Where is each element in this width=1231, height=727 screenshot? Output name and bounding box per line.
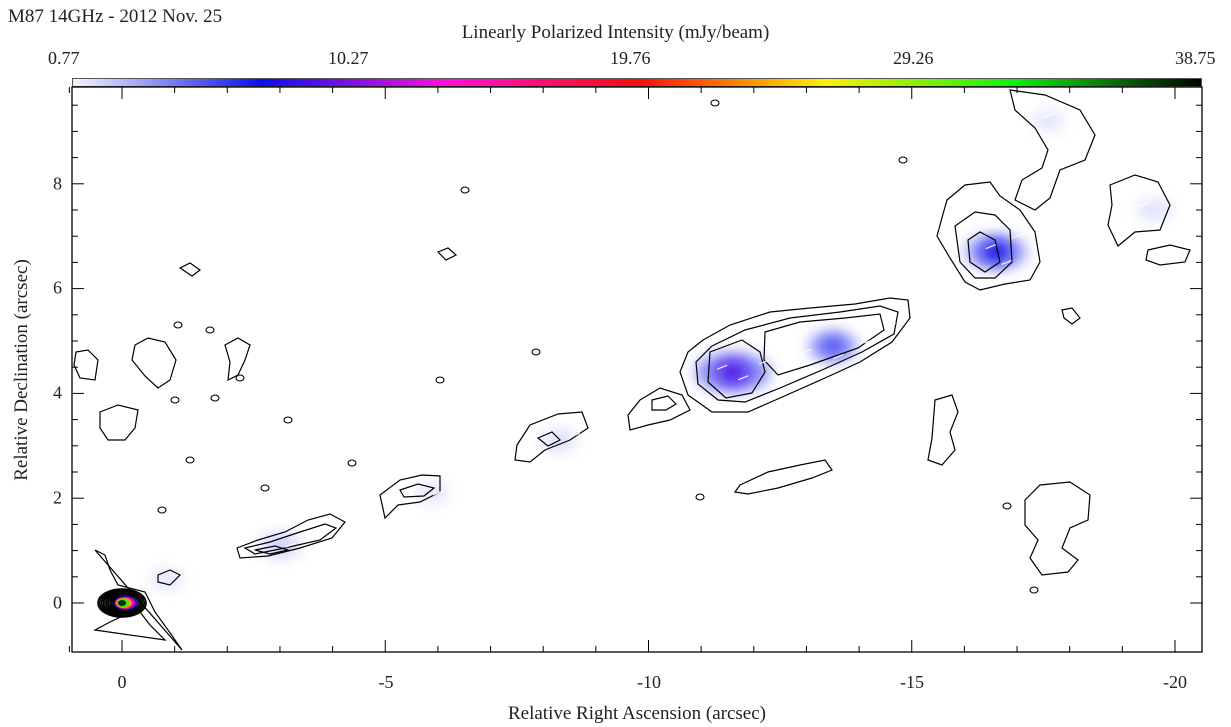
contour [927,394,959,466]
x-tick-label: -15 [900,672,924,692]
contour [260,484,270,492]
core-contour [100,590,144,616]
intensity-knot-E [416,482,449,504]
contour [936,181,1041,291]
y-axis-label: Relative Declination (arcsec) [11,259,32,481]
polarization-vector [716,364,728,370]
contour [399,483,436,498]
contour [210,394,220,402]
contour [695,493,705,501]
contour [94,549,183,651]
contour [243,523,338,555]
colorbar-tick-label: 38.75 [1175,48,1216,68]
intensity-peak-knot-B [816,334,849,359]
contour [967,231,1001,273]
polarization-vector [864,338,875,344]
intensity-knot-G [1032,110,1065,132]
contour [99,404,139,441]
contour [157,506,167,514]
x-tick-label: -20 [1163,672,1187,692]
y-tick-label: 2 [53,487,62,508]
y-tick-label: 6 [53,277,62,298]
polarization-vector [985,244,996,250]
contour [536,431,562,447]
contour [679,297,911,413]
colorbar-tick-label: 19.76 [610,48,651,68]
core-intensity [118,600,126,606]
intensity-east-blob [1136,198,1171,222]
polarization-vector [1001,259,1012,265]
contour [224,337,251,382]
contour [1107,174,1171,247]
contour [254,545,291,555]
contour [954,211,1013,279]
contour [460,186,470,194]
contour [436,247,458,261]
core-contour [104,592,141,614]
y-tick-label: 0 [53,592,62,613]
contour [283,416,293,424]
polarization-vector [832,354,844,360]
contour [763,313,885,376]
polarization-vector [285,542,296,548]
core-contour [102,591,142,615]
polarization-vector [738,375,749,381]
contour [178,262,202,277]
y-tick-label: 4 [53,382,62,403]
x-tick-label: -5 [378,672,394,692]
intensity-peak-knot-A [716,360,749,385]
contour [1009,89,1096,211]
contour [707,339,766,399]
contour [205,326,215,334]
y-tick-label: 8 [53,173,62,194]
contour [435,376,445,384]
contour [695,305,899,403]
contour [531,348,541,356]
plot-title: M87 14GHz - 2012 Nov. 25 [8,6,223,27]
contour [1061,307,1081,325]
contour [185,456,195,464]
contour [1145,244,1191,266]
contour [170,396,180,404]
contour [651,395,677,411]
polarization-vector [780,343,791,349]
colorbar-tick-label: 29.26 [893,48,934,68]
polarization-vector [801,348,812,355]
contour [157,569,182,586]
contour [235,374,245,382]
x-tick-label: -10 [637,672,661,692]
contour [733,459,833,495]
contour [898,156,908,164]
contour [236,513,346,559]
contour [1024,481,1091,576]
intensity-knot-HST-1 [150,568,183,591]
polarization-vector [759,359,770,365]
x-tick-label: 0 [117,672,127,692]
plot-frame [71,86,1203,653]
polarization-vector [1043,113,1054,119]
contour [710,99,720,107]
polarization-vector [432,490,444,496]
contour [73,349,99,381]
polarization-vector [1138,202,1149,208]
contour [627,387,691,431]
contour [347,459,357,467]
colorbar-tick-label: 0.77 [48,48,80,68]
intensity-peak-knot-C [979,239,1012,264]
contour [173,321,183,329]
colorbar-title: Linearly Polarized Intensity (mJy/beam) [461,22,770,43]
colorbar-tick-label: 10.27 [328,48,369,68]
core-contour [98,589,146,617]
contour [1002,502,1012,510]
polarization-vector [1011,233,1023,239]
contour [1029,586,1039,594]
x-axis-label: Relative Right Ascension (arcsec) [507,703,766,724]
core-contour [97,588,147,618]
polarization-vector [885,322,896,328]
polarization-vector [569,432,581,438]
contour [131,337,177,389]
